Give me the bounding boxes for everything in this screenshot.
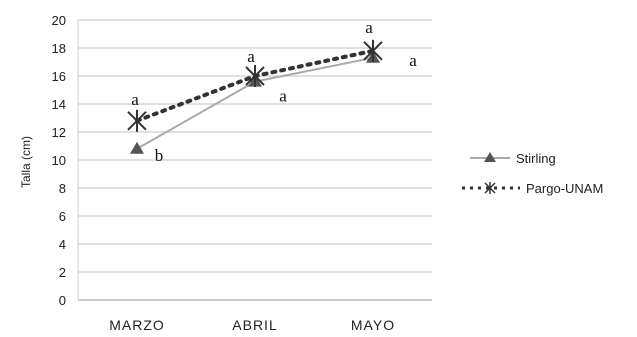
data-point-asterisk <box>245 65 265 87</box>
legend-pargo-label: Pargo-UNAM <box>526 181 603 196</box>
y-tick-label: 2 <box>59 265 66 280</box>
data-point-asterisk <box>363 39 383 62</box>
significance-label: b <box>155 146 164 165</box>
significance-label: a <box>279 87 287 106</box>
significance-label: a <box>247 47 255 66</box>
y-tick-label: 16 <box>52 69 66 84</box>
x-tick-label: ABRIL <box>232 317 277 333</box>
y-tick-label: 20 <box>52 13 66 28</box>
significance-label: a <box>409 51 417 70</box>
legend-stirling-marker <box>484 152 496 162</box>
legend: Stirling Pargo-UNAM <box>462 151 603 196</box>
y-tick-label: 10 <box>52 153 66 168</box>
x-tick-label: MARZO <box>109 317 165 333</box>
y-tick-label: 0 <box>59 293 66 308</box>
data-point-triangle <box>130 141 144 154</box>
x-axis-categories: MARZO ABRIL MAYO <box>109 317 395 333</box>
y-tick-label: 4 <box>59 237 66 252</box>
data-point-asterisk <box>127 109 147 132</box>
y-tick-label: 14 <box>52 97 66 112</box>
legend-pargo-marker <box>484 182 496 194</box>
y-axis-ticks: 0 2 4 6 8 10 12 14 16 18 20 <box>52 13 66 308</box>
series-layer: b a a a a a <box>127 18 417 165</box>
y-tick-label: 6 <box>59 209 66 224</box>
legend-stirling-label: Stirling <box>516 151 556 166</box>
significance-label: a <box>131 90 139 109</box>
y-tick-label: 18 <box>52 41 66 56</box>
x-tick-label: MAYO <box>351 317 395 333</box>
y-tick-label: 12 <box>52 125 66 140</box>
y-tick-label: 8 <box>59 181 66 196</box>
y-axis-label: Talla (cm) <box>19 136 33 188</box>
significance-label: a <box>365 18 373 37</box>
